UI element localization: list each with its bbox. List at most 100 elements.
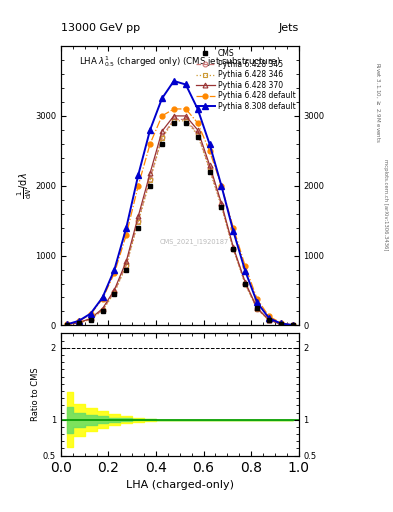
Pythia 6.428 default [290, 322, 295, 328]
Pythia 8.308 default [290, 322, 295, 328]
Pythia 6.428 345 [171, 116, 176, 122]
Pythia 6.428 346 [100, 307, 105, 313]
Line: Pythia 8.308 default: Pythia 8.308 default [64, 78, 296, 328]
Pythia 8.308 default [136, 172, 141, 178]
Pythia 6.428 370 [219, 200, 224, 206]
Line: Pythia 6.428 default: Pythia 6.428 default [64, 106, 295, 327]
Pythia 6.428 370 [290, 322, 295, 328]
Pythia 8.308 default [88, 310, 93, 316]
Pythia 6.428 370 [171, 113, 176, 119]
Pythia 6.428 346 [207, 166, 212, 173]
Pythia 6.428 default [171, 106, 176, 112]
Pythia 6.428 default [207, 148, 212, 154]
Pythia 6.428 370 [148, 170, 152, 176]
CMS [243, 281, 248, 287]
CMS [231, 246, 236, 252]
Pythia 8.308 default [231, 228, 236, 234]
Pythia 6.428 346 [195, 132, 200, 138]
Pythia 6.428 default [160, 113, 164, 119]
Legend: CMS, Pythia 6.428 345, Pythia 6.428 346, Pythia 6.428 370, Pythia 6.428 default,: CMS, Pythia 6.428 345, Pythia 6.428 346,… [195, 48, 296, 112]
Pythia 6.428 default [243, 263, 248, 269]
Y-axis label: Ratio to CMS: Ratio to CMS [31, 368, 40, 421]
Text: Rivet 3.1.10, $\geq$ 2.9M events: Rivet 3.1.10, $\geq$ 2.9M events [373, 62, 381, 143]
Pythia 6.428 370 [76, 319, 81, 326]
Pythia 6.428 370 [136, 214, 141, 220]
Line: Pythia 6.428 346: Pythia 6.428 346 [64, 118, 295, 328]
Pythia 8.308 default [279, 321, 283, 327]
Y-axis label: $\frac{1}{\mathrm{d}N} / \mathrm{d}\lambda$: $\frac{1}{\mathrm{d}N} / \mathrm{d}\lamb… [15, 173, 33, 199]
CMS [255, 305, 259, 311]
Text: LHA $\lambda^{1}_{0.5}$ (charged only) (CMS jet substructure): LHA $\lambda^{1}_{0.5}$ (charged only) (… [79, 54, 281, 69]
Pythia 6.428 345 [100, 307, 105, 313]
Text: Jets: Jets [278, 23, 299, 33]
Pythia 6.428 346 [184, 118, 188, 124]
CMS [160, 141, 164, 147]
Pythia 6.428 346 [243, 281, 248, 287]
Pythia 6.428 370 [112, 287, 117, 293]
Pythia 6.428 345 [148, 176, 152, 182]
Pythia 6.428 370 [231, 244, 236, 250]
Pythia 6.428 345 [160, 134, 164, 140]
CMS [195, 134, 200, 140]
Pythia 8.308 default [195, 106, 200, 112]
Pythia 6.428 346 [219, 204, 224, 210]
Pythia 6.428 370 [160, 128, 164, 134]
Pythia 6.428 345 [290, 322, 295, 328]
Pythia 6.428 345 [76, 320, 81, 326]
Pythia 6.428 345 [207, 165, 212, 172]
Pythia 6.428 370 [100, 306, 105, 312]
Pythia 6.428 default [112, 270, 117, 276]
Pythia 6.428 346 [160, 135, 164, 141]
CMS [219, 204, 224, 210]
CMS [100, 308, 105, 314]
Pythia 8.308 default [255, 300, 259, 306]
Pythia 6.428 345 [231, 246, 236, 252]
Pythia 6.428 346 [88, 316, 93, 323]
Pythia 6.428 default [148, 141, 152, 147]
Pythia 6.428 345 [88, 316, 93, 322]
Pythia 6.428 345 [136, 218, 141, 224]
Pythia 8.308 default [207, 141, 212, 147]
Pythia 6.428 370 [124, 258, 129, 264]
Pythia 8.308 default [243, 268, 248, 274]
Pythia 6.428 default [88, 311, 93, 317]
Pythia 6.428 default [279, 319, 283, 326]
Pythia 6.428 346 [279, 321, 283, 327]
Pythia 6.428 345 [64, 322, 69, 328]
Pythia 6.428 346 [136, 219, 141, 225]
CMS [124, 266, 129, 272]
CMS [136, 225, 141, 231]
Pythia 6.428 346 [76, 320, 81, 326]
Pythia 8.308 default [266, 315, 271, 321]
CMS [266, 317, 271, 323]
Pythia 6.428 370 [243, 279, 248, 285]
Pythia 6.428 default [76, 318, 81, 324]
Pythia 6.428 default [255, 296, 259, 302]
Pythia 8.308 default [64, 322, 69, 328]
CMS [171, 120, 176, 126]
Pythia 6.428 346 [112, 290, 117, 296]
Pythia 6.428 default [136, 183, 141, 189]
Pythia 6.428 370 [279, 321, 283, 327]
Pythia 6.428 370 [266, 317, 271, 323]
Pythia 6.428 370 [195, 127, 200, 133]
CMS [207, 169, 212, 175]
CMS [279, 321, 283, 327]
Line: CMS: CMS [65, 121, 295, 327]
Pythia 6.428 345 [279, 321, 283, 327]
Pythia 6.428 345 [219, 202, 224, 208]
Pythia 8.308 default [76, 318, 81, 324]
Pythia 8.308 default [124, 225, 129, 231]
Pythia 6.428 default [184, 106, 188, 112]
Pythia 6.428 370 [184, 113, 188, 119]
Pythia 6.428 default [219, 183, 224, 189]
Pythia 8.308 default [184, 81, 188, 88]
Text: mcplots.cern.ch [arXiv:1306.3436]: mcplots.cern.ch [arXiv:1306.3436] [383, 159, 387, 250]
CMS [290, 322, 295, 328]
CMS [76, 321, 81, 327]
Pythia 6.428 346 [290, 322, 295, 328]
Pythia 6.428 345 [195, 131, 200, 137]
Pythia 6.428 345 [124, 262, 129, 268]
Pythia 6.428 default [266, 313, 271, 319]
Pythia 6.428 default [195, 120, 200, 126]
